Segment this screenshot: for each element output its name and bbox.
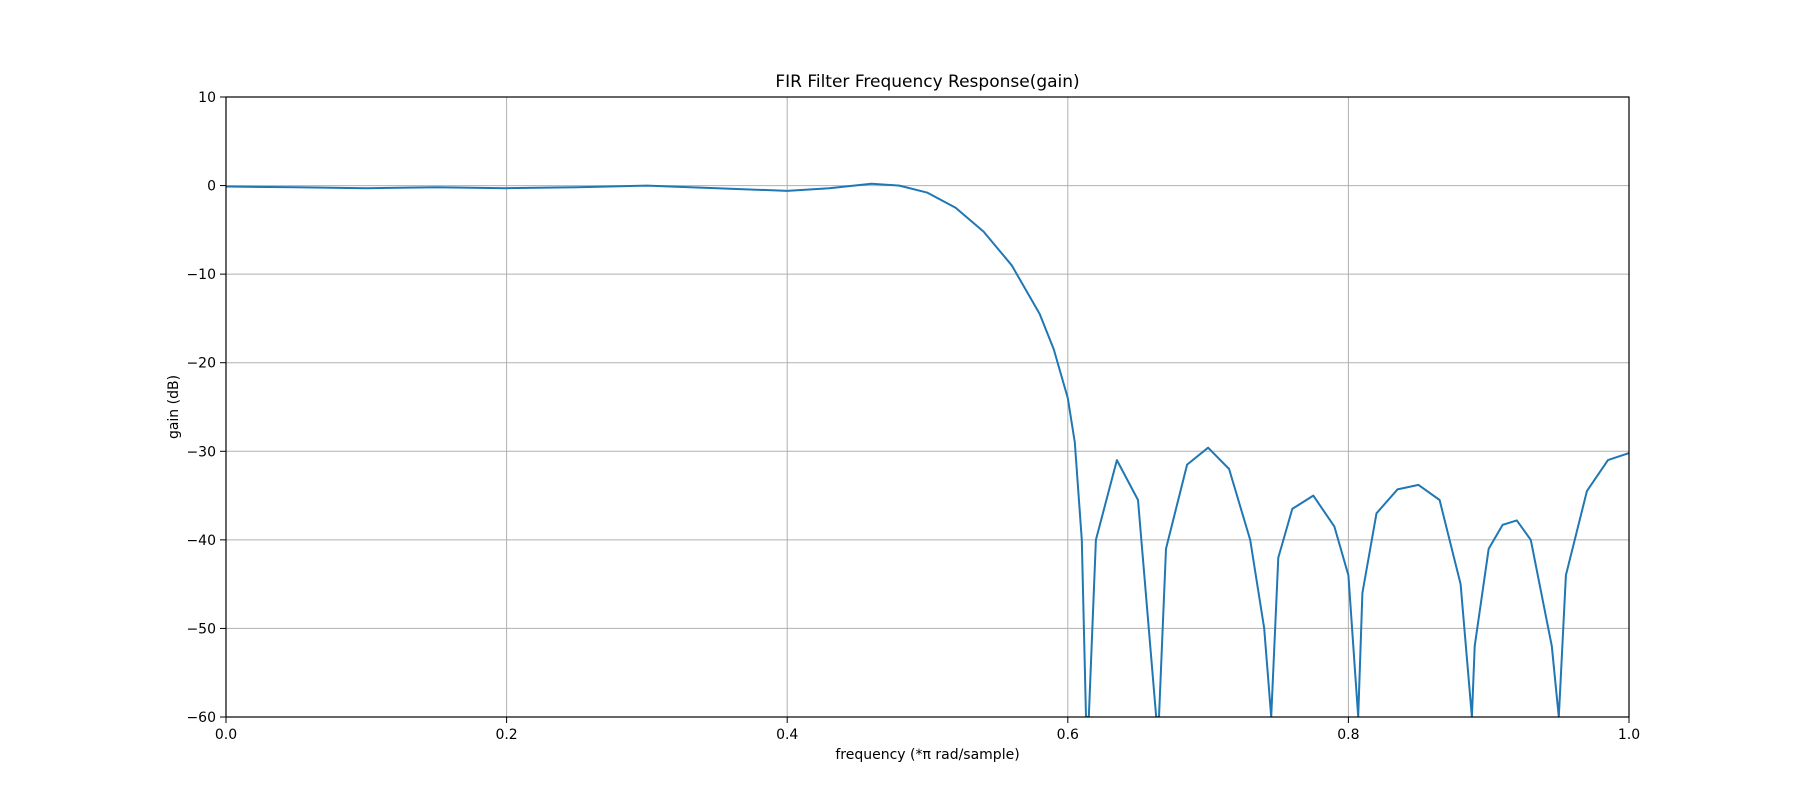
x-axis-label: frequency (*π rad/sample) (835, 747, 1019, 763)
x-tick-label: 0.2 (495, 727, 517, 743)
x-tick-label: 1.0 (1618, 727, 1640, 743)
x-tick-label: 0.6 (1057, 727, 1079, 743)
y-tick-label: −30 (186, 444, 216, 460)
x-tick-label: 0.8 (1337, 727, 1359, 743)
x-tick-label: 0.0 (215, 727, 237, 743)
y-tick-label: −20 (186, 356, 216, 372)
y-tick-label: −40 (186, 533, 216, 549)
y-tick-label: −60 (186, 710, 216, 726)
y-tick-label: −10 (186, 267, 216, 283)
x-axis: 0.0 0.2 0.4 0.6 0.8 1.0 (215, 717, 1640, 743)
chart-title: FIR Filter Frequency Response(gain) (775, 72, 1079, 92)
y-tick-label: −50 (186, 621, 216, 637)
x-tick-label: 0.4 (776, 727, 798, 743)
plot-lines (226, 182, 1629, 717)
y-axis-label: gain (dB) (166, 375, 182, 439)
y-tick-label: 10 (198, 90, 216, 106)
series-line (226, 182, 1629, 717)
y-axis: 10 0 −10 −20 −30 −40 −50 −60 (186, 90, 226, 726)
plot-frame (225, 96, 1630, 718)
y-tick-label: 0 (207, 179, 216, 195)
